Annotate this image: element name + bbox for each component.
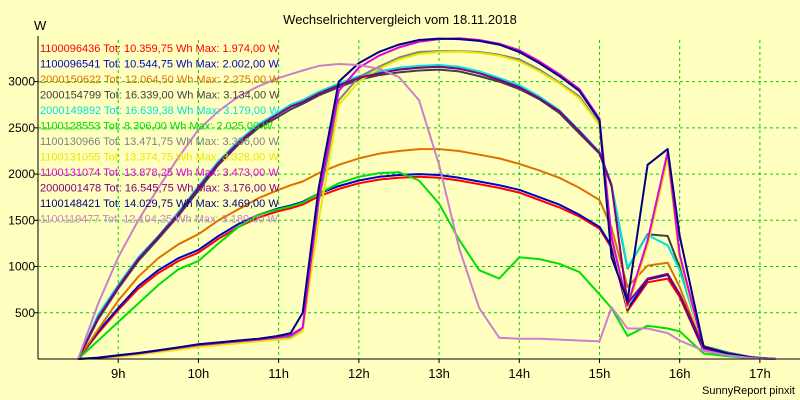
legend-entry-0: 1100096436 Tot: 10.359,75 Wh Max: 1.974,…: [40, 43, 279, 55]
y-tick-label: 500: [15, 306, 35, 320]
legend-entry-9: 2000001478 Tot: 16.545,75 Wh Max: 3.176,…: [40, 183, 280, 195]
series-lines: [77, 37, 776, 360]
legend-entry-1: 1100096541 Tot: 10.544,75 Wh Max: 2.002,…: [40, 59, 279, 71]
x-tick-label: 15h: [589, 366, 611, 381]
y-tick-label: 3000: [8, 75, 35, 89]
x-tick-label: 13h: [428, 366, 450, 381]
y-axis-label: W: [34, 18, 47, 33]
series-line-10: [78, 37, 776, 360]
x-tick-label: 9h: [111, 366, 125, 381]
legend-entry-2: 2000150622 Tot: 12.064,50 Wh Max: 2.275,…: [40, 74, 280, 86]
legend-entry-6: 1100130966 Tot: 13.471,75 Wh Max: 3.336,…: [40, 136, 279, 148]
legend-entry-7: 1100131055 Tot: 13.374,75 Wh Max: 3.328,…: [40, 152, 279, 164]
y-tick-label: 2000: [8, 167, 35, 181]
legend-entry-3: 2000154799 Tot: 16.339,00 Wh Max: 3.134,…: [40, 90, 280, 102]
x-tick-label: 17h: [749, 366, 771, 381]
legend-entry-5: 1100128553 Tot: 8.306,00 Wh Max: 2.025,0…: [40, 121, 273, 133]
x-tick-label: 16h: [669, 366, 691, 381]
y-tick-label: 2500: [8, 121, 35, 135]
footer-text: SunnyReport pinxit: [702, 385, 795, 397]
x-tick-label: 14h: [508, 366, 530, 381]
series-line-4: [77, 64, 776, 360]
series-line-2: [77, 148, 776, 360]
chart-title: Wechselrichtervergleich vom 18.11.2018: [283, 12, 517, 27]
legend-entry-8: 1100131074 Tot: 13.878,25 Wh Max: 3.473,…: [40, 167, 279, 179]
y-tick-label: 1500: [8, 213, 35, 227]
series-line-9: [77, 65, 776, 360]
series-line-0: [77, 175, 776, 360]
x-tick-label: 11h: [268, 366, 289, 381]
series-line-5: [77, 171, 776, 360]
x-tick-label: 10h: [188, 366, 210, 381]
series-line-11: [77, 63, 776, 360]
legend-entry-11: 1100119477 Tot: 12.104,25 Wh Max: 3.189,…: [40, 214, 279, 226]
legend-entry-10: 1100148421 Tot: 14.029,75 Wh Max: 3.469,…: [40, 198, 279, 210]
legend: 1100096436 Tot: 10.359,75 Wh Max: 1.974,…: [40, 43, 280, 226]
x-tick-label: 12h: [348, 366, 370, 381]
axes: 9h 10h 11h 12h 13h 14h 15h 16h 17h 500 1000 1500 200…: [8, 36, 800, 381]
y-tick-label: 1000: [8, 260, 35, 274]
series-line-7: [78, 50, 776, 360]
legend-entry-4: 2000149892 Tot: 16.639,38 Wh Max: 3.179,…: [40, 105, 280, 117]
